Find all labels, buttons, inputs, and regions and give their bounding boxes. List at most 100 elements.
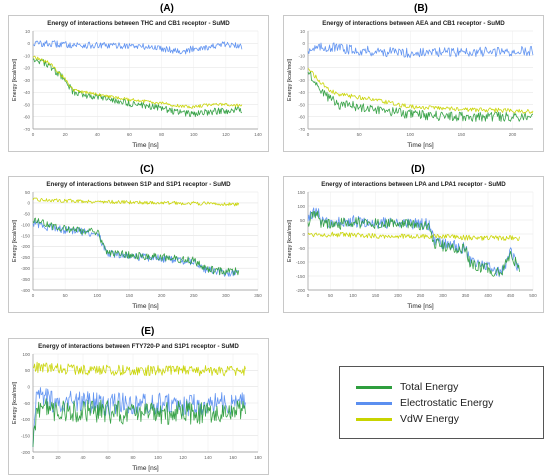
y-tick-label: -150 <box>21 433 31 438</box>
chart-title: Energy of interactions between AEA and C… <box>322 20 505 27</box>
y-tick-label: 50 <box>300 218 306 223</box>
y-axis-label: Energy [kcal/mol] <box>287 219 293 262</box>
series-line-vdw-energy <box>32 361 246 377</box>
x-tick-label: 140 <box>204 455 212 460</box>
chart-panel-b: Energy of interactions between AEA and C… <box>283 15 544 152</box>
x-tick-label: 500 <box>529 293 537 298</box>
y-tick-label: -30 <box>298 78 305 83</box>
x-tick-label: 40 <box>95 132 101 137</box>
x-tick-label: 100 <box>190 132 198 137</box>
legend-swatch-electrostatic <box>356 401 392 405</box>
series-line-electrostatic-energy <box>307 42 534 59</box>
y-axis-label: Energy [kcal/mol] <box>12 219 18 262</box>
y-tick-label: -100 <box>21 222 31 227</box>
y-tick-label: -10 <box>298 53 305 58</box>
x-tick-label: 250 <box>417 293 425 298</box>
y-tick-label: 0 <box>27 201 30 206</box>
x-tick-label: 120 <box>179 455 187 460</box>
y-tick-label: -350 <box>21 277 31 282</box>
chart-svg-a: Energy of interactions between THC and C… <box>12 20 262 149</box>
y-tick-label: -60 <box>298 115 305 120</box>
series-line-total-energy <box>32 398 246 447</box>
y-tick-label: -250 <box>21 255 31 260</box>
x-tick-label: 300 <box>439 293 447 298</box>
series-line-vdw-energy <box>307 231 520 241</box>
chart-svg-c: Energy of interactions between S1P and S… <box>12 181 262 310</box>
y-tick-label: -300 <box>21 266 31 271</box>
series-line-total-energy <box>307 70 534 122</box>
x-tick-label: 0 <box>32 293 35 298</box>
y-tick-label: -20 <box>298 66 305 71</box>
x-tick-label: 300 <box>222 293 230 298</box>
chart-title: Energy of interactions between FTY720-P … <box>38 343 239 350</box>
legend-swatch-total <box>356 385 392 389</box>
y-tick-label: 50 <box>25 368 31 373</box>
x-tick-label: 200 <box>158 293 166 298</box>
x-tick-label: 180 <box>254 455 262 460</box>
y-tick-label: -100 <box>296 260 306 265</box>
x-tick-label: 160 <box>229 455 237 460</box>
legend-item-total: Total Energy <box>356 381 458 393</box>
chart-title: Energy of interactions between S1P and S… <box>46 181 231 188</box>
y-tick-label: -70 <box>23 127 30 132</box>
y-tick-label: -200 <box>296 288 306 293</box>
y-tick-label: 0 <box>27 41 30 46</box>
y-tick-label: -10 <box>23 53 30 58</box>
y-tick-label: 0 <box>302 232 305 237</box>
y-tick-label: -30 <box>23 78 30 83</box>
legend-label-vdw: VdW Energy <box>400 413 459 425</box>
x-tick-label: 50 <box>328 293 334 298</box>
legend-swatch-vdw <box>356 417 392 421</box>
y-tick-label: 10 <box>300 29 306 34</box>
series-line-vdw-energy <box>32 197 240 207</box>
y-tick-label: 50 <box>25 190 31 195</box>
y-tick-label: -150 <box>296 274 306 279</box>
x-tick-label: 40 <box>80 455 86 460</box>
y-axis-label: Energy [kcal/mol] <box>12 381 18 424</box>
x-tick-label: 50 <box>357 132 363 137</box>
x-tick-label: 150 <box>126 293 134 298</box>
legend-label-electrostatic: Electrostatic Energy <box>400 397 494 409</box>
y-tick-label: -40 <box>23 90 30 95</box>
x-tick-label: 120 <box>222 132 230 137</box>
x-axis-label: Time [ns] <box>407 303 434 310</box>
x-tick-label: 0 <box>32 455 35 460</box>
x-tick-label: 100 <box>94 293 102 298</box>
chart-svg-d: Energy of interactions between LPA and L… <box>287 181 537 310</box>
y-tick-label: -50 <box>23 102 30 107</box>
y-tick-label: -100 <box>21 417 31 422</box>
x-tick-label: 350 <box>254 293 262 298</box>
x-tick-label: 350 <box>462 293 470 298</box>
x-tick-label: 250 <box>190 293 198 298</box>
y-tick-label: -50 <box>23 212 30 217</box>
panel-letter-e: (E) <box>141 326 155 337</box>
y-tick-label: 0 <box>302 41 305 46</box>
x-tick-label: 150 <box>372 293 380 298</box>
y-tick-label: -20 <box>23 66 30 71</box>
x-tick-label: 200 <box>394 293 402 298</box>
panel-letter-b: (B) <box>414 3 428 14</box>
x-tick-label: 100 <box>154 455 162 460</box>
y-tick-label: -50 <box>298 246 305 251</box>
series-line-electrostatic-energy <box>32 40 243 55</box>
x-tick-label: 0 <box>307 132 310 137</box>
x-tick-label: 60 <box>127 132 133 137</box>
panel-letter-c: (C) <box>140 164 154 175</box>
y-tick-label: 0 <box>27 384 30 389</box>
chart-title: Energy of interactions between THC and C… <box>47 20 230 27</box>
x-tick-label: 20 <box>63 132 69 137</box>
y-tick-label: 10 <box>25 29 31 34</box>
x-axis-label: Time [ns] <box>132 465 159 472</box>
series-line-total-energy <box>307 210 520 277</box>
chart-title: Energy of interactions between LPA and L… <box>321 181 506 188</box>
series-line-vdw-energy <box>307 68 534 114</box>
series-line-total-energy <box>32 58 242 118</box>
x-tick-label: 100 <box>407 132 415 137</box>
x-axis-label: Time [ns] <box>407 142 434 149</box>
y-tick-label: -200 <box>21 450 31 455</box>
y-tick-label: 100 <box>297 204 305 209</box>
x-tick-label: 50 <box>63 293 69 298</box>
series-line-total-energy <box>32 217 240 276</box>
legend: Total Energy Electrostatic Energy VdW En… <box>339 366 544 439</box>
chart-svg-e: Energy of interactions between FTY720-P … <box>12 343 262 472</box>
